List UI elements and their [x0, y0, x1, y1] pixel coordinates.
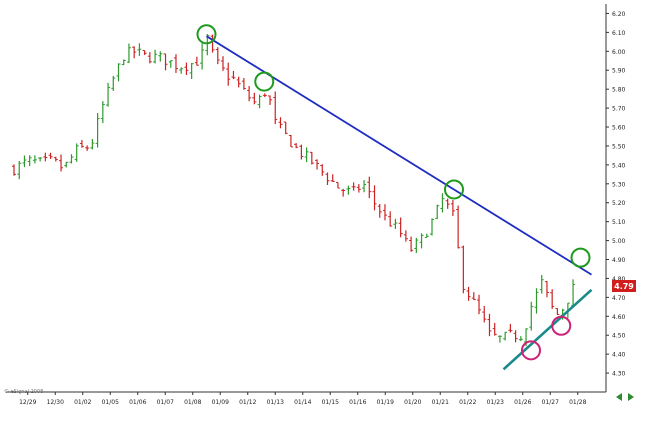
x-tick-label: 01/06	[129, 399, 146, 406]
x-tick-label: 01/16	[349, 399, 366, 406]
y-tick-label: 4.70	[612, 295, 626, 302]
y-tick-label: 4.60	[612, 314, 626, 321]
x-tick-label: 01/12	[239, 399, 256, 406]
chart-frame	[6, 4, 607, 393]
y-tick-label: 4.40	[612, 352, 626, 359]
x-tick-label: 12/30	[47, 399, 64, 406]
x-tick-label: 01/21	[432, 399, 449, 406]
x-tick-label: 01/28	[569, 399, 586, 406]
x-tick-label: 01/22	[459, 399, 476, 406]
resistance-touch-circle	[254, 71, 275, 92]
support-touch-circle	[521, 340, 541, 361]
y-tick-label: 4.50	[612, 333, 626, 340]
support-trendline	[502, 288, 593, 371]
resistance-touch-circle	[196, 24, 217, 45]
last-price-tag: 4.79	[612, 280, 636, 292]
y-tick-label: 6.00	[612, 49, 626, 56]
x-tick-label: 01/02	[74, 399, 91, 406]
y-tick-label: 5.00	[612, 238, 626, 245]
y-tick-label: 5.70	[612, 106, 626, 113]
price-bars	[12, 33, 576, 347]
copyright-text: © eSignal 2008	[4, 388, 43, 395]
x-axis: 12/29 12/30 01/02 01/05 01/06 01/07 01/08 01/09…	[19, 392, 587, 406]
x-tick-label: 01/20	[404, 399, 421, 406]
y-tick-label: 4.90	[612, 257, 626, 264]
last-price-label: 4.79	[614, 282, 634, 291]
x-tick-label: 01/05	[102, 399, 119, 406]
x-tick-label: 01/15	[322, 399, 339, 406]
y-axis: 4.30 4.40 4.50 4.60 4.70 4.80 4.90 5.00 5.10 5.20…	[606, 11, 626, 378]
x-tick-label: 01/07	[157, 399, 174, 406]
x-tick-label: 01/08	[184, 399, 201, 406]
y-tick-label: 4.80	[612, 276, 626, 283]
y-tick-label: 5.40	[612, 162, 626, 169]
resistance-touch-circle	[444, 179, 464, 200]
support-touch-circle	[551, 315, 572, 336]
last-price-badge	[612, 280, 636, 292]
y-tick-label: 5.50	[612, 143, 626, 150]
x-tick-label: 01/27	[542, 399, 559, 406]
y-tick-label: 6.20	[612, 11, 626, 18]
x-tick-label: 01/14	[294, 399, 311, 406]
y-tick-label: 6.10	[612, 30, 626, 37]
y-tick-label: 5.80	[612, 87, 626, 94]
y-tick-label: 5.20	[612, 200, 626, 207]
scroll-arrow-icon[interactable]	[612, 392, 638, 402]
y-tick-label: 5.10	[612, 219, 626, 226]
y-tick-label: 4.30	[612, 371, 626, 378]
touch-markers	[196, 24, 591, 361]
y-tick-label: 5.60	[612, 125, 626, 132]
y-tick-label: 5.30	[612, 181, 626, 188]
x-tick-label: 01/23	[487, 399, 504, 406]
x-tick-label: 01/09	[212, 399, 229, 406]
x-tick-label: 01/13	[267, 399, 284, 406]
x-tick-label: 01/19	[377, 399, 394, 406]
x-tick-label: 12/29	[19, 399, 36, 406]
resistance-touch-circle	[570, 247, 591, 268]
y-tick-label: 5.90	[612, 68, 626, 75]
x-tick-label: 01/26	[514, 399, 531, 406]
